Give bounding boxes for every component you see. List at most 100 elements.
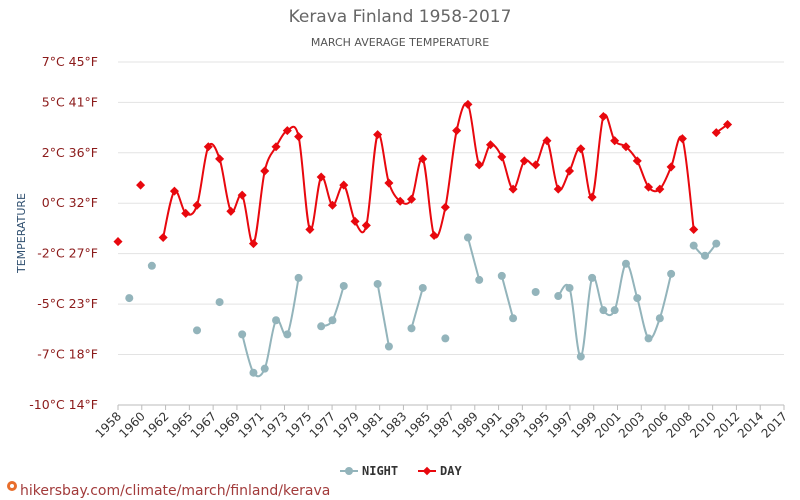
data-point-night[interactable] (689, 241, 698, 250)
data-point-night[interactable] (712, 239, 721, 248)
data-point-night[interactable] (633, 294, 642, 303)
data-point-day[interactable] (576, 144, 586, 154)
data-point-day[interactable] (519, 156, 529, 166)
data-point-day[interactable] (384, 178, 394, 188)
data-point-day[interactable] (181, 208, 191, 218)
data-point-day[interactable] (113, 237, 123, 247)
data-point-day[interactable] (564, 166, 575, 176)
data-point-night[interactable] (644, 334, 653, 343)
data-point-night[interactable] (700, 251, 709, 260)
data-point-day[interactable] (497, 152, 507, 162)
data-point-day[interactable] (474, 160, 484, 170)
data-point-night[interactable] (497, 271, 506, 280)
data-point-night[interactable] (667, 269, 676, 278)
data-point-day[interactable] (666, 162, 676, 172)
data-point-night[interactable] (509, 314, 518, 323)
data-point-night[interactable] (576, 352, 585, 361)
data-point-night[interactable] (238, 330, 247, 339)
data-point-day[interactable] (248, 239, 258, 249)
data-point-day[interactable] (406, 194, 417, 204)
data-point-day[interactable] (689, 224, 699, 234)
data-point-night[interactable] (147, 261, 156, 270)
data-point-day[interactable] (169, 186, 179, 196)
data-point-day[interactable] (237, 190, 247, 200)
data-point-night[interactable] (339, 281, 348, 290)
x-tick-label: 1975 (283, 409, 314, 440)
x-tick-label: 2012 (711, 409, 742, 440)
x-tick-label: 1991 (473, 409, 504, 440)
x-tick-label: 1958 (93, 409, 124, 440)
data-point-night[interactable] (531, 288, 540, 297)
series-line-night (376, 283, 390, 347)
x-tick-label: 1981 (354, 409, 385, 440)
data-point-day[interactable] (136, 180, 146, 190)
data-point-night[interactable] (373, 279, 382, 288)
data-point-night[interactable] (554, 292, 563, 301)
y-axis-label: TEMPERATURE (15, 193, 28, 274)
data-point-day[interactable] (350, 216, 360, 226)
data-point-day[interactable] (429, 230, 439, 241)
series-line-night (500, 275, 515, 319)
data-point-day[interactable] (440, 202, 450, 212)
x-tick-label: 1979 (330, 409, 361, 440)
legend-marker-night (345, 467, 353, 475)
data-point-day[interactable] (192, 200, 202, 210)
chart-subtitle: MARCH AVERAGE TEMPERATURE (311, 36, 489, 49)
data-point-night[interactable] (610, 306, 619, 315)
data-point-day[interactable] (203, 142, 213, 152)
series-line-night (410, 287, 424, 329)
data-point-night[interactable] (588, 273, 597, 282)
y-tick-label: -5°C 23°F (37, 296, 98, 311)
data-point-night[interactable] (125, 294, 134, 303)
data-point-night[interactable] (215, 298, 224, 307)
x-tick-label: 2010 (687, 409, 718, 440)
data-point-day[interactable] (294, 132, 304, 142)
data-point-day[interactable] (508, 184, 518, 194)
data-point-night[interactable] (621, 259, 630, 268)
x-tick-label: 1987 (426, 409, 457, 440)
watermark[interactable]: hikersbay.com/climate/march/finland/kera… (7, 481, 330, 499)
data-point-day[interactable] (485, 140, 496, 150)
data-point-night[interactable] (193, 326, 202, 335)
legend[interactable]: NIGHT DAY (340, 464, 462, 478)
x-tick-label: 1995 (521, 409, 552, 440)
data-point-day[interactable] (282, 126, 292, 136)
watermark-url[interactable]: hikersbay.com/climate/march/finland/kera… (20, 483, 330, 499)
x-tick-label: 1971 (235, 409, 266, 440)
x-tick-label: 1985 (402, 409, 433, 440)
data-point-day[interactable] (316, 172, 326, 182)
data-point-day[interactable] (598, 111, 608, 122)
data-point-day[interactable] (531, 160, 541, 170)
data-point-day[interactable] (452, 126, 462, 136)
data-point-night[interactable] (249, 368, 258, 377)
data-point-night[interactable] (655, 314, 664, 323)
data-point-day[interactable] (158, 233, 168, 243)
data-point-night[interactable] (441, 334, 450, 343)
data-point-day[interactable] (677, 134, 687, 144)
data-point-day[interactable] (463, 99, 473, 109)
legend-item-day[interactable]: DAY (418, 464, 462, 478)
x-tick-label: 1983 (378, 409, 409, 440)
data-point-night[interactable] (328, 316, 337, 325)
data-point-night[interactable] (475, 275, 484, 284)
data-point-night[interactable] (407, 324, 416, 333)
data-point-day[interactable] (260, 166, 270, 176)
data-point-night[interactable] (294, 273, 303, 282)
data-point-night[interactable] (260, 364, 269, 373)
data-point-night[interactable] (317, 322, 326, 331)
data-point-night[interactable] (272, 316, 281, 325)
data-point-day[interactable] (361, 220, 371, 230)
data-point-day[interactable] (215, 154, 225, 164)
data-point-day[interactable] (373, 130, 383, 140)
data-point-night[interactable] (283, 330, 292, 339)
legend-item-night[interactable]: NIGHT (340, 464, 398, 478)
location-pin-icon (7, 481, 17, 491)
data-point-night[interactable] (463, 233, 472, 242)
data-point-night[interactable] (418, 283, 427, 292)
data-point-night[interactable] (384, 342, 393, 351)
x-tick-label: 1989 (449, 409, 480, 440)
data-point-night[interactable] (599, 306, 608, 315)
data-point-day[interactable] (632, 156, 642, 166)
data-point-night[interactable] (565, 283, 574, 292)
data-point-day[interactable] (553, 184, 563, 194)
